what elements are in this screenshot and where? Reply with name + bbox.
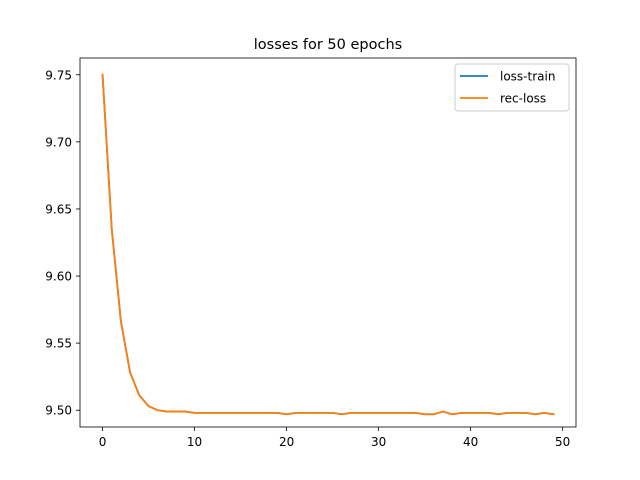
y-tick-label: 9.50	[45, 404, 72, 418]
y-tick-label: 9.75	[45, 68, 72, 82]
x-tick-label: 50	[555, 435, 570, 449]
y-tick-label: 9.70	[45, 135, 72, 149]
y-tick-label: 9.65	[45, 202, 72, 216]
x-tick-label: 40	[463, 435, 478, 449]
y-tick-label: 9.60	[45, 270, 72, 284]
legend: loss-train rec-loss	[454, 63, 570, 112]
x-tick-label: 0	[99, 435, 107, 449]
legend-label: loss-train	[500, 70, 555, 84]
legend-label: rec-loss	[500, 92, 546, 106]
series-line-1	[101, 73, 555, 416]
x-tick-label: 30	[371, 435, 386, 449]
y-tick-label: 9.55	[45, 337, 72, 351]
series-layer	[101, 73, 555, 416]
x-axis: 0 10 20 30 40 50	[99, 427, 570, 449]
x-tick-label: 20	[279, 435, 294, 449]
x-tick-label: 10	[187, 435, 202, 449]
y-axis: 9.50 9.55 9.60 9.65 9.70 9.75	[45, 68, 80, 418]
chart-title: losses for 50 epochs	[254, 37, 402, 53]
plot-frame	[79, 57, 577, 428]
